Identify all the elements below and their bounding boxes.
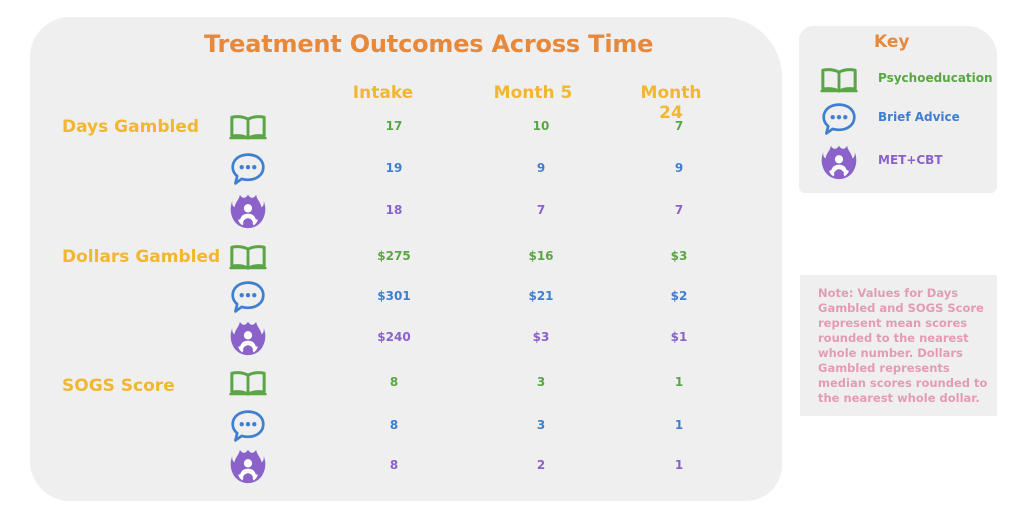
- open-book-icon: [820, 66, 858, 97]
- table-cell: 7: [536, 203, 546, 217]
- note-text: Note: Values for Days Gambled and SOGS S…: [818, 286, 988, 405]
- flame-person-icon: [230, 320, 266, 360]
- table-cell: 17: [385, 119, 403, 133]
- table-cell: $240: [377, 330, 411, 344]
- table-cell: 3: [536, 418, 546, 432]
- table-cell: $3: [532, 330, 550, 344]
- key-label: MET+CBT: [878, 153, 943, 167]
- table-cell: $21: [528, 289, 554, 303]
- key-label: Brief Advice: [878, 110, 960, 124]
- table-panel: [30, 17, 782, 501]
- table-cell: 7: [674, 203, 684, 217]
- flame-person-icon: [230, 193, 266, 233]
- table-cell: 9: [674, 161, 684, 175]
- column-header-intake: Intake: [352, 83, 414, 103]
- table-cell: $275: [377, 249, 411, 263]
- column-header-month-24: Month 24: [640, 83, 702, 123]
- speech-bubble-icon: [230, 408, 266, 448]
- speech-bubble-icon: [230, 279, 266, 319]
- metric-label-dollars-gambled: Dollars Gambled: [62, 247, 221, 267]
- open-book-icon: [229, 243, 267, 274]
- open-book-icon: [229, 369, 267, 400]
- speech-bubble-icon: [821, 101, 857, 141]
- column-header-month-5: Month 5: [493, 83, 573, 103]
- table-cell: 10: [532, 119, 550, 133]
- key-title: Key: [874, 32, 910, 52]
- table-cell: $1: [670, 330, 688, 344]
- flame-person-icon: [230, 448, 266, 488]
- table-cell: 8: [389, 458, 399, 472]
- table-cell: 8: [389, 418, 399, 432]
- table-cell: $301: [377, 289, 411, 303]
- table-cell: 7: [674, 119, 684, 133]
- table-cell: 3: [536, 375, 546, 389]
- table-cell: 8: [389, 375, 399, 389]
- metric-label-days-gambled: Days Gambled: [62, 117, 200, 137]
- table-cell: 1: [674, 375, 684, 389]
- table-cell: 9: [536, 161, 546, 175]
- table-cell: $16: [528, 249, 554, 263]
- table-cell: 2: [536, 458, 546, 472]
- metric-label-sogs-score: SOGS Score: [62, 376, 175, 396]
- chart-title: Treatment Outcomes Across Time: [204, 30, 654, 58]
- flame-person-icon: [821, 144, 857, 184]
- open-book-icon: [229, 113, 267, 144]
- table-cell: $3: [670, 249, 688, 263]
- table-cell: 18: [385, 203, 403, 217]
- table-cell: 1: [674, 418, 684, 432]
- table-cell: 19: [385, 161, 403, 175]
- note-panel: [800, 275, 997, 416]
- speech-bubble-icon: [230, 151, 266, 191]
- table-cell: $2: [670, 289, 688, 303]
- key-label: Psychoeducation: [878, 71, 993, 85]
- table-cell: 1: [674, 458, 684, 472]
